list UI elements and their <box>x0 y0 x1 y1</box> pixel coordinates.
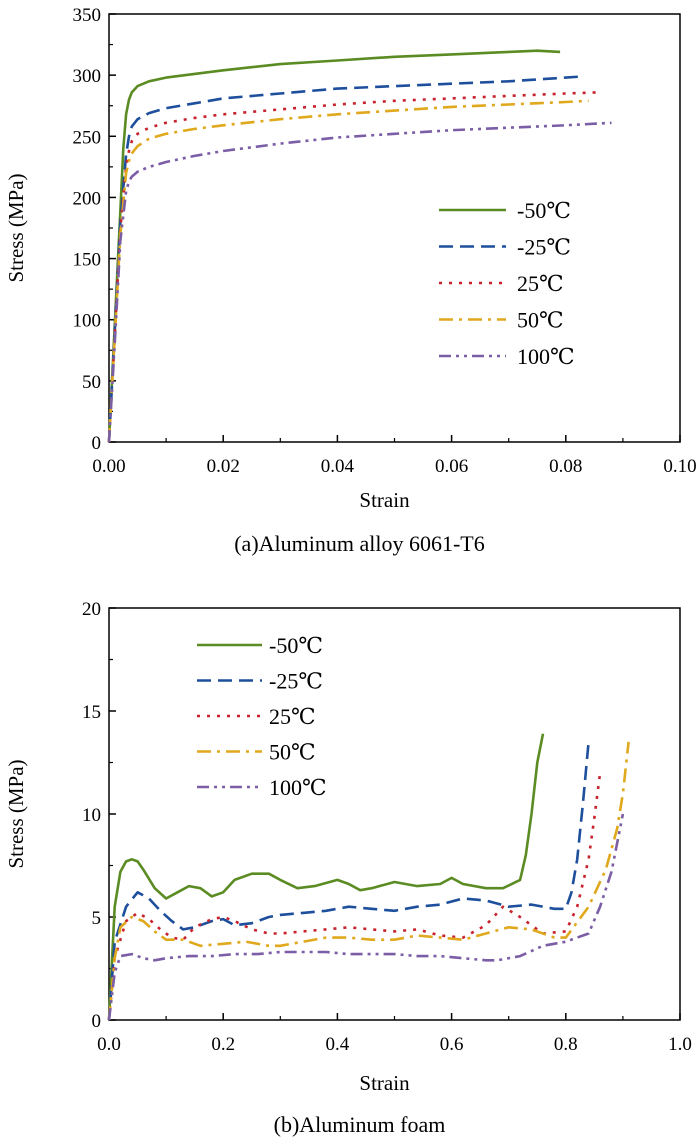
panel-0-y-tick-label: 350 <box>73 5 102 26</box>
panel-1-y-tick-label: 20 <box>82 599 101 620</box>
panel-0-legend-label-2: 25℃ <box>517 271 564 296</box>
panel-0-x-axis-title: Strain <box>359 488 410 512</box>
panel-1-y-axis-title: Stress (MPa) <box>4 759 28 868</box>
panel-0-y-tick-label: 0 <box>92 433 102 454</box>
panel-0-y-tick-label: 50 <box>82 372 101 393</box>
panel-1-legend-label-3: 50℃ <box>269 740 316 765</box>
panel-0-y-tick-label: 100 <box>73 311 102 332</box>
panel-1-x-tick-label: 0.2 <box>211 1034 235 1055</box>
panel-0-series-line-0 <box>107 49 561 443</box>
panel-0-y-tick-label: 300 <box>73 66 102 87</box>
panel-1-legend-label-0: -50℃ <box>269 633 323 658</box>
panel-1-series-line-0 <box>107 733 545 1021</box>
panel-1-y-tick-label: 5 <box>92 908 102 929</box>
panel-1-legend-label-2: 25℃ <box>269 704 316 729</box>
panel-0-x-tick-label: 0.00 <box>92 456 125 477</box>
panel-0-x-tick-label: 0.02 <box>207 456 240 477</box>
panel-0-x-tick-label: 0.04 <box>321 456 355 477</box>
panel-0-caption: (a)Aluminum alloy 6061-T6 <box>234 531 485 556</box>
panel-0-y-tick-label: 200 <box>73 188 102 209</box>
panel-0-series-line-1 <box>107 75 583 443</box>
panel-0-y-tick-label: 250 <box>73 127 102 148</box>
panel-0-series-line-4 <box>107 121 612 443</box>
panel-1-caption: (b)Aluminum foam <box>274 1112 446 1137</box>
panel-0-legend-label-1: -25℃ <box>517 235 571 260</box>
panel-0-series-line-2 <box>107 91 601 443</box>
panel-0-legend-label-3: 50℃ <box>517 308 564 333</box>
panel-0-y-tick-label: 150 <box>73 250 102 271</box>
panel-1-plot-frame <box>108 607 681 1021</box>
panel-1-x-tick-label: 0.4 <box>326 1034 350 1055</box>
panel-1-series-line-4 <box>107 813 625 1021</box>
panel-1-series-line-1 <box>107 741 590 1021</box>
chart-panel-b: 0.0 0.2 0.4 0.6 0.8 1.0 0 5 10 15 20 Strain Stress (… <box>4 599 692 1137</box>
panel-0-y-axis-title: Stress (MPa) <box>4 173 28 282</box>
panel-1-legend: -50℃ -25℃ 25℃ 50℃ 100℃ <box>197 633 327 800</box>
panel-1-y-tick-label: 15 <box>82 702 101 723</box>
panel-1-series-line-3 <box>107 741 630 1021</box>
panel-1-legend-label-4: 100℃ <box>269 775 327 800</box>
panel-1-series-line-2 <box>107 772 602 1021</box>
panel-1-x-tick-label: 0.6 <box>440 1034 464 1055</box>
panel-1-x-tick-label: 0.8 <box>554 1034 578 1055</box>
panel-0-x-tick-label: 0.08 <box>549 456 582 477</box>
panel-0-legend: -50℃ -25℃ 25℃ 50℃ 100℃ <box>439 198 575 369</box>
panel-0-x-tick-label: 0.10 <box>663 456 696 477</box>
panel-1-x-tick-label: 0.0 <box>97 1034 121 1055</box>
panel-0-legend-label-0: -50℃ <box>517 198 571 223</box>
panel-1-x-tick-label: 1.0 <box>668 1034 692 1055</box>
panel-1-x-axis-title: Strain <box>359 1071 410 1095</box>
panel-0-plot-frame <box>108 13 681 443</box>
chart-panel-a: 0.00 0.02 0.04 0.06 0.08 0.10 0 50 100 150 200 250 3… <box>4 5 697 556</box>
panel-1-y-tick-label: 0 <box>92 1011 102 1032</box>
panel-0-x-tick-label: 0.06 <box>435 456 468 477</box>
panel-0-legend-label-4: 100℃ <box>517 344 575 369</box>
panel-1-legend-label-1: -25℃ <box>269 669 323 694</box>
panel-1-y-tick-label: 10 <box>82 805 101 826</box>
